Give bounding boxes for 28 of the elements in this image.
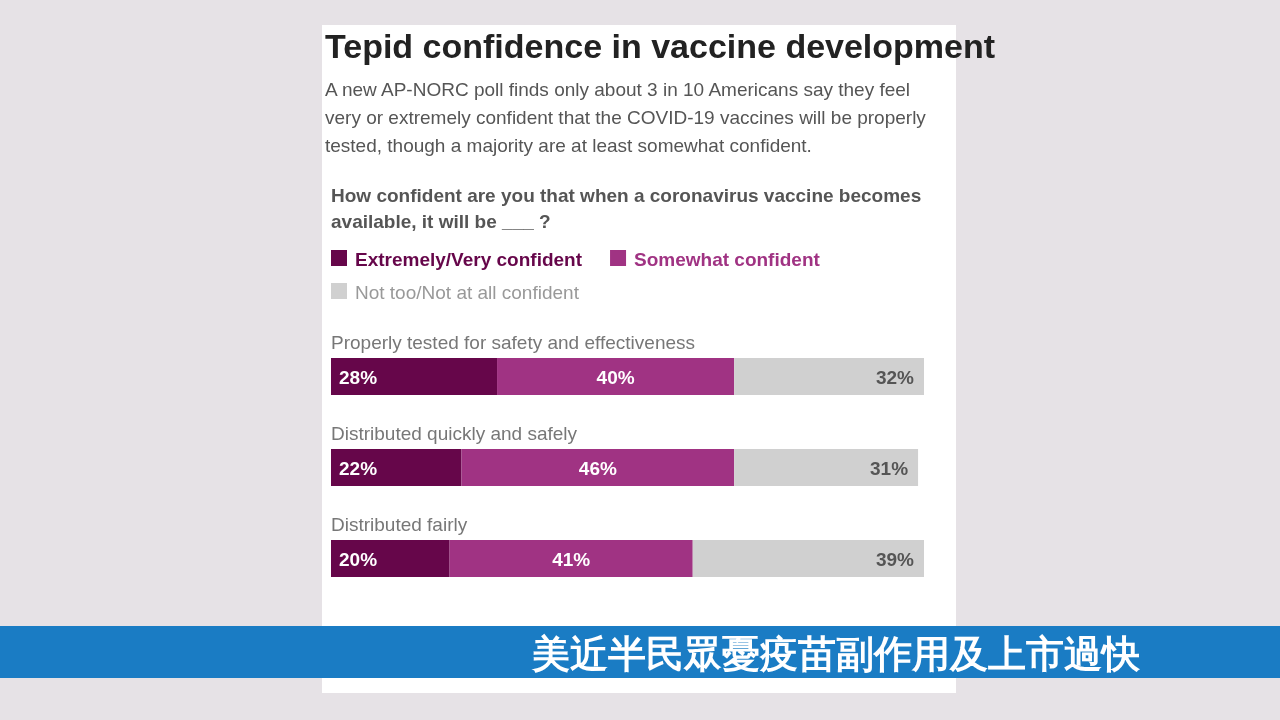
data-label: 31% bbox=[870, 457, 909, 479]
legend-label: Not too/Not at all confident bbox=[355, 282, 580, 303]
bar bbox=[497, 358, 735, 395]
y-tick-label: Distributed fairly bbox=[331, 514, 468, 535]
y-tick-label: Properly tested for safety and effectiveness bbox=[331, 332, 696, 353]
data-label: 20% bbox=[339, 548, 378, 570]
bar bbox=[331, 358, 498, 395]
bar bbox=[449, 540, 693, 577]
legend-label: Extremely/Very confident bbox=[355, 249, 583, 270]
bar bbox=[461, 449, 735, 486]
text: How confident are you that when a coronavirus vaccine becomes available, it will be ___ ? bbox=[331, 185, 922, 232]
bar bbox=[331, 540, 450, 577]
chart-subtitle: A new AP-NORC poll finds only about 3 in 10 Americans say they feel very or extremely confident that the COVID-19 vaccines will be properly tested, though a majority are at least somewhat confident. bbox=[325, 79, 927, 156]
data-label: 28% bbox=[339, 366, 378, 388]
data-label: 40% bbox=[596, 366, 635, 388]
data-label: 41% bbox=[552, 548, 591, 570]
bar bbox=[692, 540, 924, 577]
chart-title: Tepid confidence in vaccine development bbox=[325, 27, 996, 65]
data-label: 46% bbox=[578, 457, 617, 479]
text: 美近半民眾憂疫苗副作用及上市過快 bbox=[531, 633, 1141, 675]
bar bbox=[331, 449, 462, 486]
legend-label: Somewhat confident bbox=[634, 249, 821, 270]
bar bbox=[734, 449, 919, 486]
data-label: 39% bbox=[875, 548, 915, 570]
bar bbox=[734, 358, 924, 395]
data-label: 32% bbox=[875, 366, 915, 388]
data-label: 22% bbox=[339, 457, 378, 479]
y-tick-label: Distributed quickly and safely bbox=[331, 423, 578, 444]
